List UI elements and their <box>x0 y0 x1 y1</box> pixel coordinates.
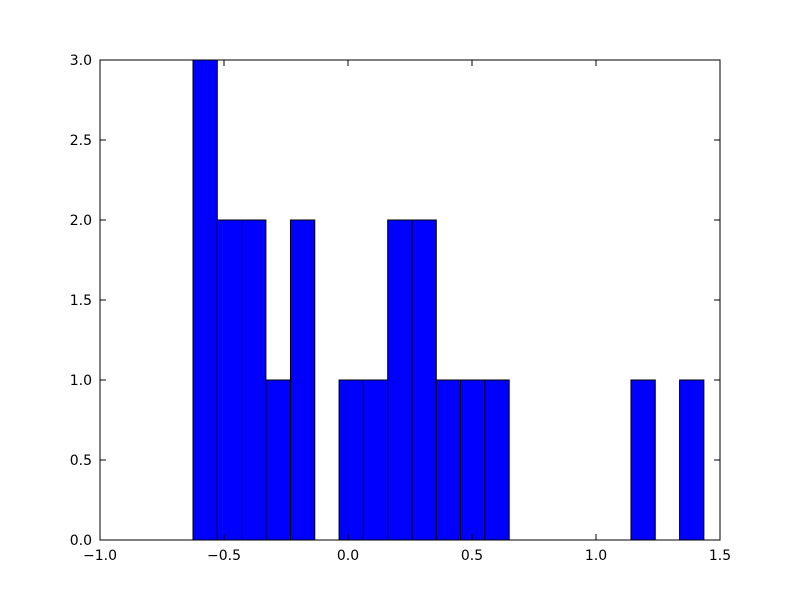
bar <box>460 379 486 541</box>
x-tick-label: −1.0 <box>83 548 117 564</box>
x-tick-label: 0.0 <box>337 548 359 564</box>
bar <box>630 379 656 541</box>
bar <box>289 219 316 541</box>
y-tick-label: 0.5 <box>70 453 92 469</box>
y-tick-label: 1.0 <box>70 373 92 389</box>
bar <box>435 379 462 541</box>
bar <box>192 59 218 541</box>
bar <box>484 379 510 541</box>
y-tick-label: 1.5 <box>70 293 92 309</box>
bar <box>362 379 389 541</box>
bar <box>338 379 364 541</box>
bar <box>387 219 413 541</box>
y-tick-label: 0.0 <box>70 533 92 549</box>
y-tick-label: 3.0 <box>70 53 92 69</box>
y-tick-label: 2.5 <box>70 133 92 149</box>
bar <box>216 219 243 541</box>
bar <box>265 379 291 541</box>
x-tick-label: 0.5 <box>461 548 483 564</box>
y-tick-label: 2.0 <box>70 213 92 229</box>
x-tick-label: 1.5 <box>709 548 731 564</box>
bar <box>411 219 437 541</box>
bar <box>679 379 705 541</box>
bar <box>241 219 267 541</box>
x-tick-label: −0.5 <box>207 548 241 564</box>
x-tick-label: 1.0 <box>585 548 607 564</box>
